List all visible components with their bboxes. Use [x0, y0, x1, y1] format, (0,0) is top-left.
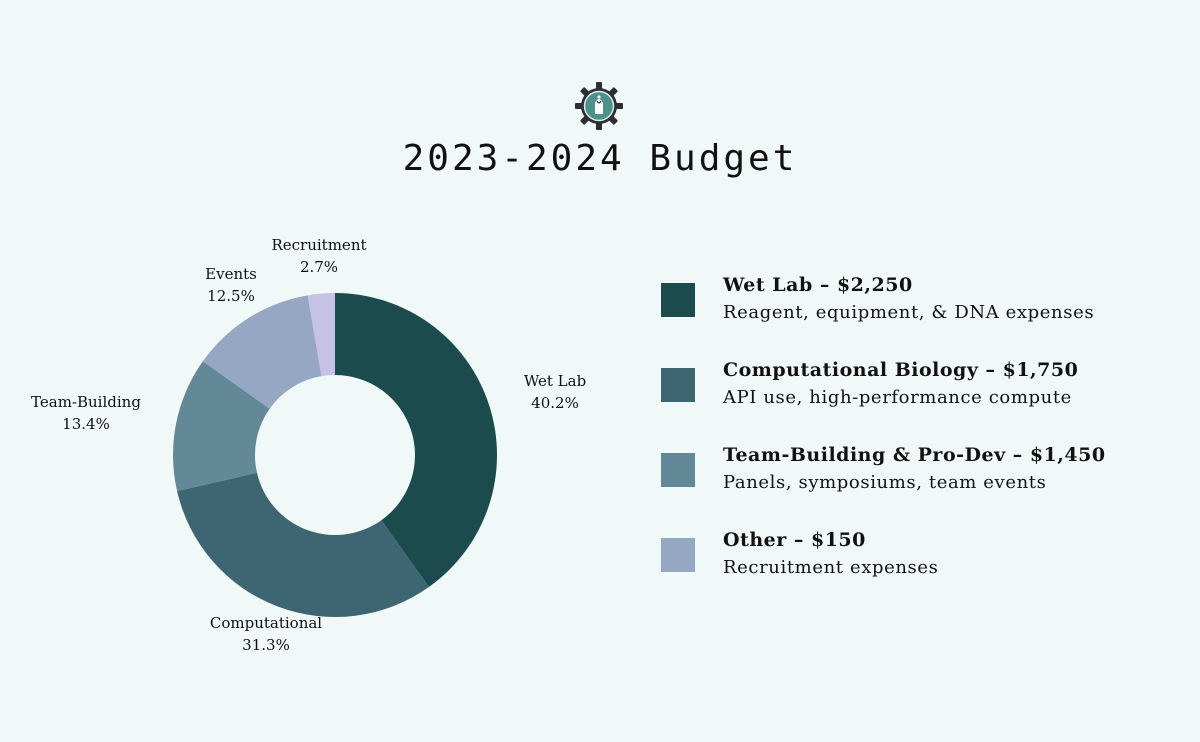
slice-label-events: Events [205, 265, 257, 283]
page-title: 2023-2024 Budget [402, 138, 798, 179]
legend-swatch-team-building [661, 453, 695, 487]
slice-events [202, 295, 322, 409]
legend-swatch-wet-lab [661, 283, 695, 317]
slice-value-computational: 31.3% [242, 636, 290, 654]
legend-heading: Computational Biology – $1,750 [723, 359, 1079, 381]
donut-chart: Wet Lab 40.2% Computational 31.3% Team-Build… [31, 236, 586, 654]
legend-description: Recruitment expenses [723, 557, 939, 578]
legend-heading: Wet Lab – $2,250 [723, 274, 913, 296]
slice-computational [177, 472, 429, 617]
legend-heading: Other – $150 [723, 529, 866, 551]
slice-value-team-building: 13.4% [62, 415, 110, 433]
slice-label-recruitment: Recruitment [271, 236, 366, 254]
legend-swatch-computational [661, 368, 695, 402]
legend: Wet Lab – $2,250 Reagent, equipment, & D… [661, 272, 1181, 612]
legend-item-team-building: Team-Building & Pro-Dev – $1,450 Panels,… [661, 442, 1181, 527]
chart-labels: Wet Lab 40.2% Computational 31.3% Team-Build… [31, 236, 586, 654]
legend-description: Reagent, equipment, & DNA expenses [723, 302, 1095, 323]
legend-description: API use, high-performance compute [723, 387, 1072, 408]
slice-value-events: 12.5% [207, 287, 255, 305]
slice-value-wet-lab: 40.2% [531, 394, 579, 412]
slice-label-computational: Computational [210, 614, 322, 632]
gear-dna-icon [575, 82, 623, 130]
legend-description: Panels, symposiums, team events [723, 472, 1047, 493]
slice-team-building [173, 361, 270, 492]
legend-item-other: Other – $150 Recruitment expenses [661, 527, 1181, 612]
slice-label-wet-lab: Wet Lab [524, 372, 586, 390]
chart-slices [173, 293, 497, 617]
legend-heading: Team-Building & Pro-Dev – $1,450 [723, 444, 1106, 466]
slice-label-team-building: Team-Building [31, 393, 141, 411]
slice-value-recruitment: 2.7% [300, 258, 338, 276]
legend-item-computational: Computational Biology – $1,750 API use, … [661, 357, 1181, 442]
legend-swatch-other [661, 538, 695, 572]
slice-wet-lab [335, 293, 497, 588]
legend-item-wet-lab: Wet Lab – $2,250 Reagent, equipment, & D… [661, 272, 1181, 357]
slice-recruitment [307, 293, 335, 377]
